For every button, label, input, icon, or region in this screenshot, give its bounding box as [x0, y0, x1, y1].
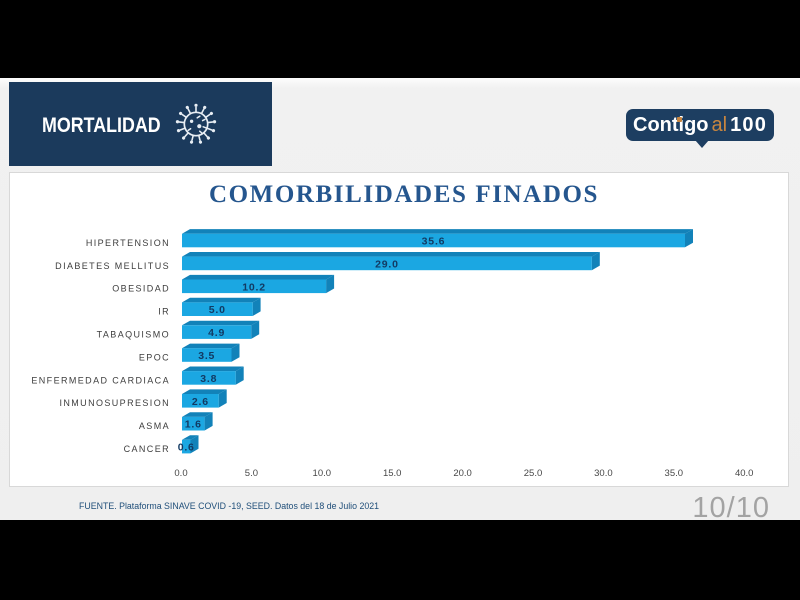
svg-text:OBESIDAD: OBESIDAD — [112, 284, 170, 294]
svg-text:IR: IR — [158, 307, 170, 317]
svg-text:1.6: 1.6 — [185, 419, 202, 431]
svg-text:DIABETES MELLITUS: DIABETES MELLITUS — [55, 261, 170, 271]
svg-text:35.6: 35.6 — [422, 236, 446, 248]
svg-text:COMORBILIDADES FINADOS: COMORBILIDADES FINADOS — [209, 181, 599, 208]
svg-text:4.9: 4.9 — [208, 327, 225, 339]
svg-text:ENFERMEDAD CARDIACA: ENFERMEDAD CARDIACA — [31, 375, 170, 385]
svg-text:10.2: 10.2 — [242, 281, 266, 293]
svg-text:CANCER: CANCER — [124, 444, 170, 454]
svg-text:2.6: 2.6 — [192, 396, 209, 408]
svg-text:5.0: 5.0 — [245, 468, 258, 479]
svg-text:0.6: 0.6 — [178, 442, 195, 454]
svg-text:30.0: 30.0 — [594, 468, 613, 479]
svg-text:3.8: 3.8 — [200, 373, 217, 385]
svg-text:15.0: 15.0 — [383, 468, 402, 479]
svg-text:35.0: 35.0 — [665, 468, 684, 479]
svg-text:10.0: 10.0 — [313, 468, 332, 479]
svg-text:HIPERTENSION: HIPERTENSION — [86, 238, 170, 248]
svg-text:3.5: 3.5 — [198, 350, 215, 362]
svg-text:20.0: 20.0 — [453, 468, 472, 479]
svg-text:40.0: 40.0 — [735, 468, 754, 479]
svg-text:25.0: 25.0 — [524, 468, 543, 479]
svg-text:ASMA: ASMA — [139, 421, 170, 431]
svg-text:0.0: 0.0 — [174, 468, 187, 479]
svg-text:TABAQUISMO: TABAQUISMO — [97, 330, 170, 340]
svg-text:5.0: 5.0 — [209, 304, 226, 316]
svg-text:EPOC: EPOC — [139, 352, 170, 362]
svg-text:INMUNOSUPRESION: INMUNOSUPRESION — [59, 398, 170, 408]
svg-text:29.0: 29.0 — [375, 258, 399, 270]
